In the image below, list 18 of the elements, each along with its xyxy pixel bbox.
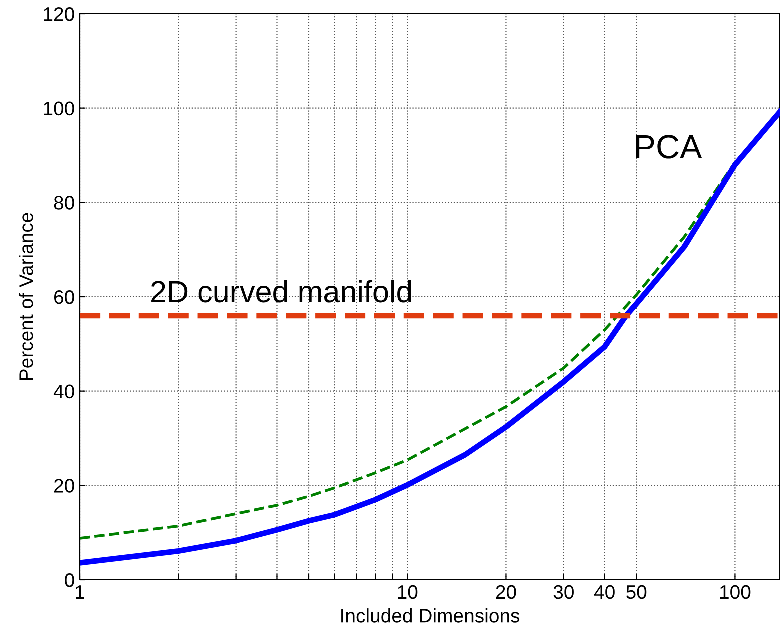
x-tick-label: 30 (554, 585, 574, 600)
y-tick-label: 0 (65, 573, 74, 588)
y-tick-label: 100 (44, 102, 74, 116)
x-axis-title: Included Dimensions (342, 608, 520, 623)
x-tick-label: 10 (398, 585, 418, 600)
x-tick-label: 20 (496, 585, 516, 600)
x-tick-label: 40 (594, 585, 615, 600)
y-axis-title: Percent of Variance (19, 213, 34, 380)
ref-line-label: 2D curved manifold (152, 280, 412, 303)
x-tick-label: 50 (626, 585, 647, 600)
y-tick-label: 80 (54, 196, 74, 210)
annotation: PCA (636, 135, 702, 159)
x-tick-label: 1 (76, 586, 84, 599)
x-tick-label: 100 (720, 585, 751, 600)
y-tick-label: 120 (44, 7, 74, 22)
y-tick-label: 20 (54, 479, 74, 493)
y-tick-label: 40 (54, 384, 74, 399)
y-tick-label: 60 (54, 290, 74, 304)
